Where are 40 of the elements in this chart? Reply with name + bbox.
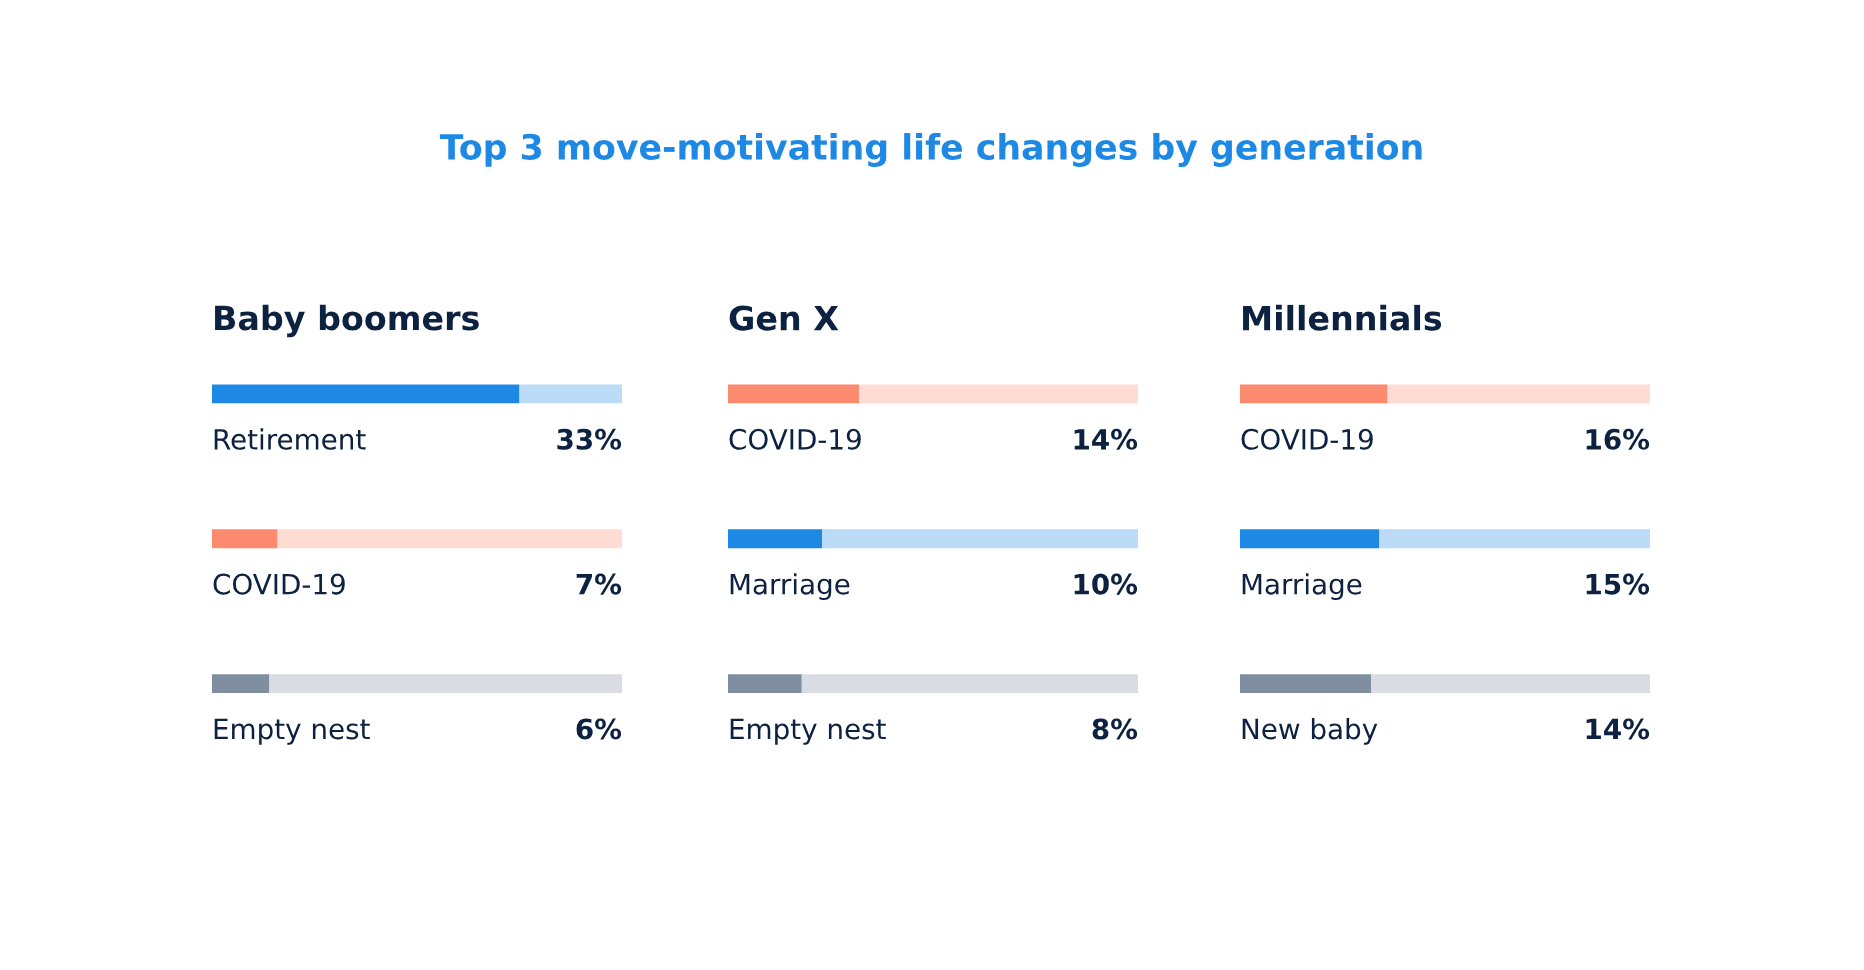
annotation: 10% [1074, 573, 1138, 595]
annotation: 16% [1586, 428, 1650, 450]
bar [1379, 529, 1650, 549]
bar [1387, 384, 1650, 404]
annotation: 6% [576, 718, 622, 740]
text: Top 3 move-motivating life changes by generation [439, 133, 1422, 167]
bar [212, 384, 520, 404]
bar [1371, 674, 1650, 694]
annotation: 33% [557, 428, 622, 450]
chart-subtitle: Gen X [729, 305, 839, 331]
category-label: COVID-19 [213, 573, 345, 595]
category-label: Marriage [1242, 573, 1362, 601]
bar [277, 529, 622, 549]
bar [212, 529, 278, 549]
category-label: Empty nest [214, 718, 370, 745]
category-label: Marriage [730, 573, 850, 601]
chart-subtitle: Baby boomers [215, 304, 479, 338]
bar [859, 384, 1138, 404]
bar [822, 529, 1138, 549]
category-label: Retirement [214, 428, 366, 450]
bar [1240, 674, 1372, 694]
category-label: Empty nest [730, 718, 886, 745]
bar [1240, 384, 1388, 404]
annotation: 8% [1092, 718, 1138, 740]
bar [801, 674, 1138, 694]
annotation: 15% [1586, 573, 1650, 595]
bar [728, 674, 802, 694]
category-label: COVID-19 [729, 428, 861, 450]
bar [269, 674, 622, 694]
bar [519, 384, 622, 404]
chart-subtitle: Millennials [1243, 304, 1442, 331]
category-label: New baby [1242, 717, 1378, 745]
bar [212, 674, 270, 694]
annotation: 7% [576, 573, 622, 595]
annotation: 14% [1586, 718, 1650, 740]
bar [728, 529, 823, 549]
category-label: COVID-19 [1241, 428, 1373, 450]
annotation: 14% [1074, 428, 1138, 450]
bar [728, 384, 860, 404]
bar [1240, 529, 1380, 549]
